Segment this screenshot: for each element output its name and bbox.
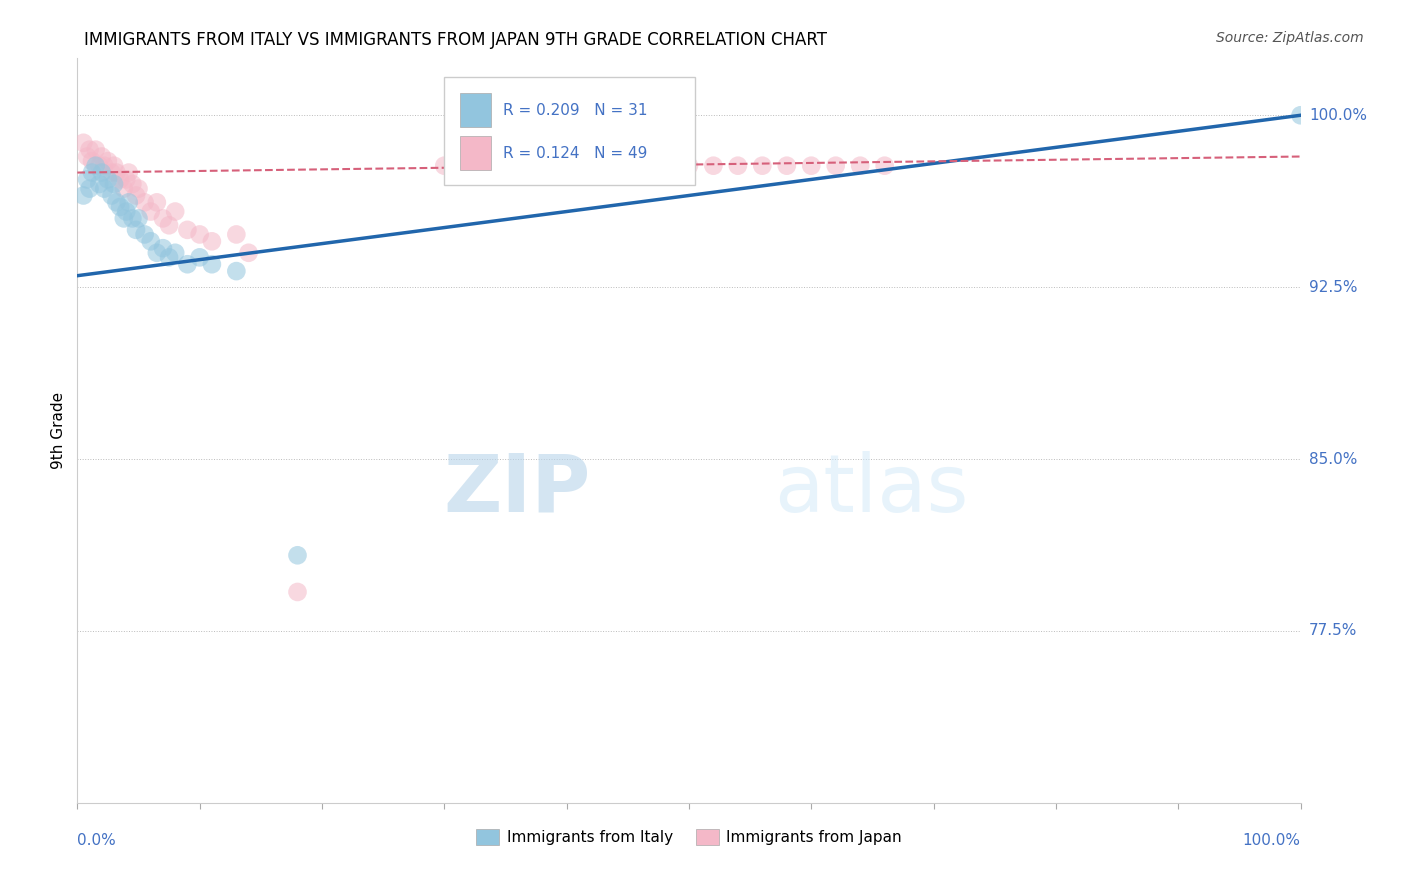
Point [76,172,98,186]
Point [108,172,131,186]
Point [97,172,120,186]
Bar [460,93,491,127]
Legend: Immigrants from Italy, Immigrants from Japan: Immigrants from Italy, Immigrants from J… [470,822,908,851]
Point [121,177,143,191]
Point [800,159,823,173]
Point [90,165,112,179]
Point [849,159,872,173]
Point [165,245,187,260]
Point [1289,108,1312,122]
Point [115,204,138,219]
Point [727,159,749,173]
Text: 85.0%: 85.0% [1309,451,1357,467]
Point [157,219,180,233]
Point [72,188,94,202]
Point [188,251,211,265]
Y-axis label: 9th Grade: 9th Grade [51,392,66,469]
Point [79,181,101,195]
Point [125,188,148,202]
Point [84,143,107,157]
Point [457,159,479,173]
Point [152,211,174,226]
Point [115,172,138,186]
Point [152,241,174,255]
Point [118,165,141,179]
Point [105,165,128,179]
Point [287,549,309,563]
Text: R = 0.124   N = 49: R = 0.124 N = 49 [503,145,647,161]
Text: 92.5%: 92.5% [1309,280,1357,294]
Point [482,159,505,173]
Point [80,154,103,169]
Point [90,149,112,163]
Text: ZIP: ZIP [444,451,591,529]
Point [628,159,651,173]
Point [176,223,198,237]
Point [103,177,125,191]
Point [824,159,846,173]
Text: 100.0%: 100.0% [1243,833,1301,848]
Point [112,181,135,195]
Text: 77.5%: 77.5% [1309,624,1357,639]
Point [103,159,125,173]
Point [118,195,141,210]
Text: 100.0%: 100.0% [1309,108,1367,123]
FancyBboxPatch shape [444,77,695,185]
Point [93,181,115,195]
Bar [460,136,491,169]
Point [89,159,111,173]
Point [134,195,156,210]
Point [543,159,565,173]
Point [79,143,101,157]
Text: 0.0%: 0.0% [77,833,117,848]
Point [702,159,724,173]
Point [125,223,148,237]
Point [238,245,260,260]
Point [751,159,773,173]
Point [165,204,187,219]
Point [93,159,115,173]
Point [112,211,135,226]
Point [188,227,211,242]
Point [105,195,128,210]
Point [287,585,309,599]
Point [201,235,224,249]
Point [678,159,700,173]
Point [127,211,149,226]
Text: atlas: atlas [775,451,969,529]
Point [76,149,98,163]
Point [201,257,224,271]
Point [139,204,162,219]
Point [100,188,122,202]
Point [72,136,94,150]
Point [776,159,799,173]
Point [146,245,169,260]
Point [873,159,896,173]
Point [80,165,103,179]
Point [139,235,162,249]
Point [84,159,107,173]
Point [134,227,156,242]
Point [100,165,122,179]
Point [579,159,602,173]
Point [127,181,149,195]
Point [654,159,676,173]
Point [176,257,198,271]
Text: Source: ZipAtlas.com: Source: ZipAtlas.com [1216,31,1364,45]
Point [225,264,247,278]
Point [519,159,541,173]
Point [97,154,120,169]
Point [433,159,456,173]
Text: R = 0.209   N = 31: R = 0.209 N = 31 [503,103,648,118]
Text: IMMIGRANTS FROM ITALY VS IMMIGRANTS FROM JAPAN 9TH GRADE CORRELATION CHART: IMMIGRANTS FROM ITALY VS IMMIGRANTS FROM… [84,31,827,49]
Point [121,211,143,226]
Point [605,159,627,173]
Point [89,177,111,191]
Point [225,227,247,242]
Point [157,251,180,265]
Point [146,195,169,210]
Point [108,200,131,214]
